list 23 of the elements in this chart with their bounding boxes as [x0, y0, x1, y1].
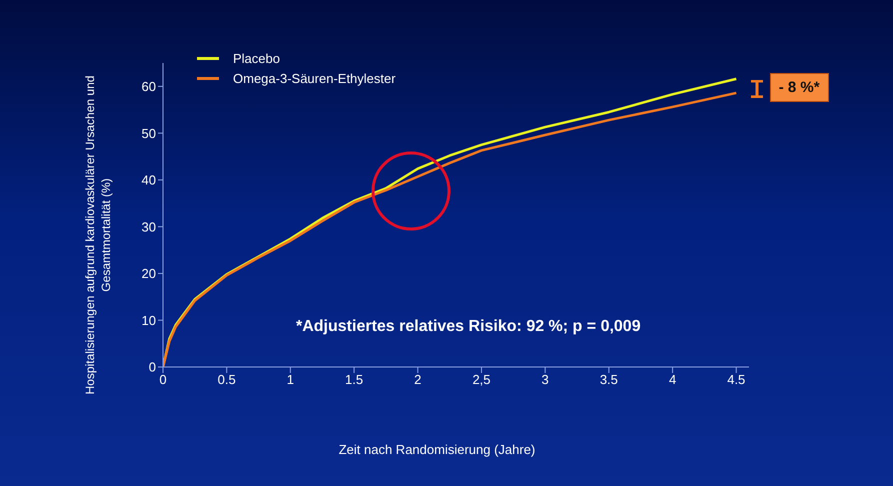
x-tick-label: 2,5 — [472, 372, 491, 388]
x-tick-label: 1 — [286, 372, 294, 388]
y-tick-label: 20 — [142, 266, 156, 282]
y-tick-label: 10 — [142, 312, 156, 328]
annotation: *Adjustiertes relatives Risiko: 92 %; p = 0,009 — [296, 318, 641, 336]
legend-label: Placebo — [233, 50, 280, 66]
x-tick-label: 4 — [668, 372, 676, 388]
x-tick-label: 1.5 — [345, 372, 364, 388]
y-tick-label: 30 — [142, 219, 156, 234]
y-tick-label: 40 — [142, 172, 156, 188]
x-tick-label: 0.5 — [218, 372, 236, 388]
x-tick-label: 4.5 — [727, 372, 746, 388]
x-axis-title: Zeit nach Randomisierung (Jahre) — [338, 442, 536, 457]
legend-label: Omega-3-Säuren-Ethylester — [233, 70, 396, 86]
text: - 8 %* — [770, 72, 829, 102]
y-tick-label: 60 — [142, 79, 156, 94]
x-tick-label: 0 — [159, 372, 167, 388]
y-tick-label: 0 — [148, 360, 156, 375]
x-tick-label: 2 — [414, 372, 422, 388]
x-tick-label: 3.5 — [600, 372, 618, 388]
y-tick-label: 50 — [142, 126, 156, 141]
y-axis-title: Hospitalisierungen aufgrund kardiovaskulärer Ursachen und Gesamtmortalität (%) — [82, 74, 114, 396]
x-tick-label: 3 — [542, 372, 549, 388]
